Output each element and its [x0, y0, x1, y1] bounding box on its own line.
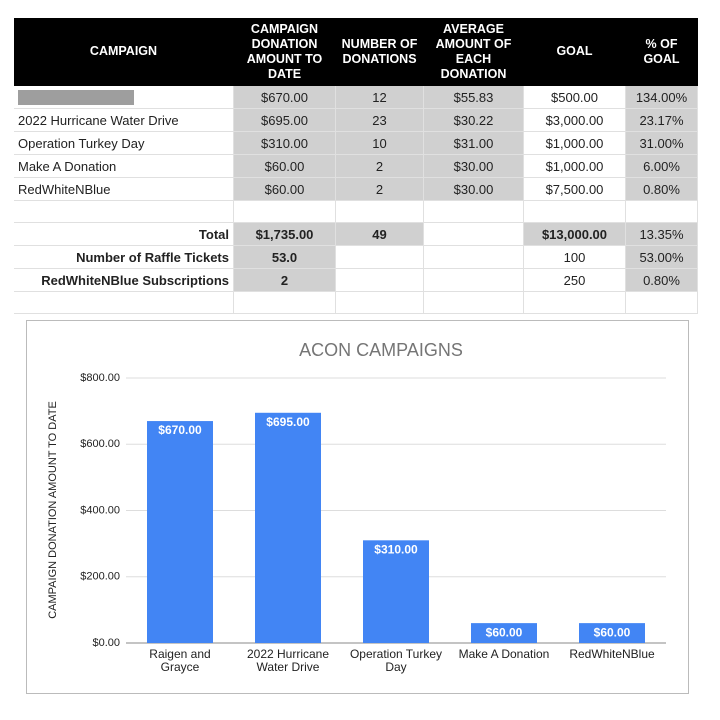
cell: 10	[336, 132, 424, 155]
cell	[14, 292, 234, 314]
x-tick-label-box: RedWhiteNBlue	[569, 648, 655, 661]
cell: 0.80%	[626, 178, 698, 201]
cell: 2	[336, 155, 424, 178]
cell: Total	[14, 223, 234, 246]
cell: 250	[524, 269, 626, 292]
cell: 0.80%	[626, 269, 698, 292]
cell	[424, 201, 524, 223]
bar	[255, 412, 321, 643]
bar	[147, 421, 213, 643]
cell: 2	[336, 178, 424, 201]
cell	[336, 292, 424, 314]
data-label: $60.00	[486, 625, 523, 639]
cell	[524, 201, 626, 223]
cell: $1,735.00	[234, 223, 336, 246]
cell: $31.00	[424, 132, 524, 155]
cell: 12	[336, 86, 424, 109]
cell: 2	[234, 269, 336, 292]
header-cell: NUMBER OF DONATIONS	[336, 18, 424, 86]
cell	[14, 86, 234, 109]
cell	[14, 201, 234, 223]
x-tick-label-box: 2022 Hurricane Water Drive	[246, 648, 330, 674]
cell: 100	[524, 246, 626, 269]
bar	[471, 623, 537, 643]
x-tick-label: RedWhiteNBlue	[569, 648, 655, 661]
data-label: $60.00	[594, 625, 631, 639]
cell: $60.00	[234, 178, 336, 201]
cell: $3,000.00	[524, 109, 626, 132]
header-cell: GOAL	[524, 18, 626, 86]
cell	[336, 201, 424, 223]
cell: $500.00	[524, 86, 626, 109]
cell	[336, 269, 424, 292]
cell: $1,000.00	[524, 155, 626, 178]
x-tick-label: Make A Donation	[458, 648, 550, 661]
data-label: $695.00	[266, 415, 310, 429]
cell	[424, 246, 524, 269]
x-tick-label: Operation Turkey Day	[349, 648, 443, 674]
x-tick-label: 2022 Hurricane Water Drive	[246, 648, 330, 674]
cell	[234, 201, 336, 223]
cell: $55.83	[424, 86, 524, 109]
y-tick-label: $0.00	[92, 637, 120, 649]
cell: $30.00	[424, 178, 524, 201]
data-label: $310.00	[374, 542, 418, 556]
y-axis-title: CAMPAIGN DONATION AMOUNT TO DATE	[47, 401, 59, 619]
redacted	[18, 89, 134, 105]
cell: $13,000.00	[524, 223, 626, 246]
cell: RedWhiteNBlue	[14, 178, 234, 201]
cell	[424, 223, 524, 246]
cell: 13.35%	[626, 223, 698, 246]
cell: $1,000.00	[524, 132, 626, 155]
y-tick-label: $200.00	[80, 571, 120, 583]
cell	[234, 292, 336, 314]
cell: $30.00	[424, 155, 524, 178]
bar	[579, 623, 645, 643]
cell	[626, 201, 698, 223]
y-tick-label: $800.00	[80, 372, 120, 384]
cell: 23.17%	[626, 109, 698, 132]
cell: 49	[336, 223, 424, 246]
header-cell: CAMPAIGN DONATION AMOUNT TO DATE	[234, 18, 336, 86]
cell	[524, 292, 626, 314]
cell: RedWhiteNBlue Subscriptions	[14, 269, 234, 292]
cell: 134.00%	[626, 86, 698, 109]
x-tick-label-box: Operation Turkey Day	[349, 648, 443, 674]
cell: Make A Donation	[14, 155, 234, 178]
header-cell: CAMPAIGN	[14, 18, 234, 86]
x-tick-label-box: Raigen and Grayce	[149, 648, 211, 674]
cell: 2022 Hurricane Water Drive	[14, 109, 234, 132]
cell: $670.00	[234, 86, 336, 109]
cell	[336, 246, 424, 269]
cell: 31.00%	[626, 132, 698, 155]
cell: $7,500.00	[524, 178, 626, 201]
cell	[626, 292, 698, 314]
cell: 53.0	[234, 246, 336, 269]
x-tick-label-box: Make A Donation	[458, 648, 550, 661]
cell: Number of Raffle Tickets	[14, 246, 234, 269]
cell: Operation Turkey Day	[14, 132, 234, 155]
header-cell: AVERAGE AMOUNT OF EACH DONATION	[424, 18, 524, 86]
cell: 23	[336, 109, 424, 132]
y-tick-label: $400.00	[80, 504, 120, 516]
cell: $30.22	[424, 109, 524, 132]
cell: $60.00	[234, 155, 336, 178]
header-cell: % OF GOAL	[626, 18, 698, 86]
cell	[424, 269, 524, 292]
cell: $310.00	[234, 132, 336, 155]
cell: $695.00	[234, 109, 336, 132]
cell	[424, 292, 524, 314]
x-tick-label: Raigen and Grayce	[149, 648, 211, 674]
cell: 53.00%	[626, 246, 698, 269]
y-tick-label: $600.00	[80, 438, 120, 450]
cell: 6.00%	[626, 155, 698, 178]
chart: ACON CAMPAIGNS CAMPAIGN DONATION AMOUNT …	[26, 320, 689, 694]
chart-title: ACON CAMPAIGNS	[299, 340, 463, 360]
bar	[363, 540, 429, 643]
data-label: $670.00	[158, 423, 202, 437]
